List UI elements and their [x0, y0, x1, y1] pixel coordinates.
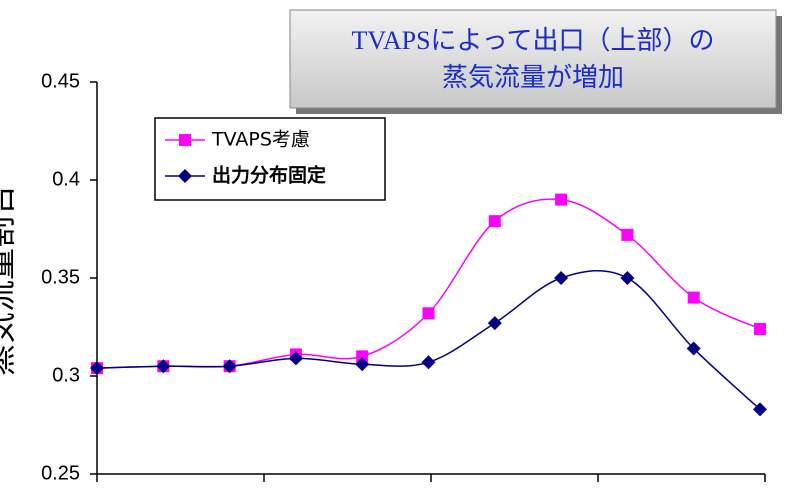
- marker: [421, 355, 436, 370]
- series-line: [96, 269, 761, 410]
- marker: [554, 271, 569, 285]
- y-tick-label: 0.45: [41, 70, 80, 92]
- marker: [753, 402, 767, 417]
- y-tick-label: 0.35: [41, 266, 80, 288]
- marker: [754, 322, 766, 335]
- y-tick-label: 0.3: [52, 364, 80, 386]
- legend-label: 出力分布固定: [212, 164, 326, 187]
- marker: [687, 291, 700, 304]
- marker: [179, 134, 191, 146]
- marker: [178, 169, 192, 183]
- annotation-line: 蒸気流量が増加: [442, 63, 624, 92]
- marker: [621, 228, 634, 241]
- x-tick-marks: [96, 474, 766, 482]
- marker: [620, 271, 635, 285]
- annotation-line: TVAPSによって出口（上部）の: [352, 26, 715, 55]
- marker: [90, 361, 104, 376]
- legend-box: [154, 117, 386, 201]
- legend-label: TVAPS考慮: [211, 129, 310, 151]
- marker: [488, 215, 501, 228]
- y-axis-label: 蒸気流量割合: [0, 184, 19, 376]
- marker: [355, 357, 370, 372]
- marker: [222, 359, 237, 374]
- marker: [422, 307, 435, 320]
- y-tick-label: 0.25: [41, 462, 80, 484]
- marker: [356, 350, 369, 363]
- annotation-box: [289, 9, 777, 109]
- marker: [555, 193, 568, 206]
- series-line: [96, 198, 761, 369]
- marker: [288, 351, 303, 366]
- marker: [156, 359, 171, 374]
- marker: [487, 316, 502, 331]
- marker: [686, 341, 701, 356]
- y-tick-label: 0.4: [52, 168, 80, 190]
